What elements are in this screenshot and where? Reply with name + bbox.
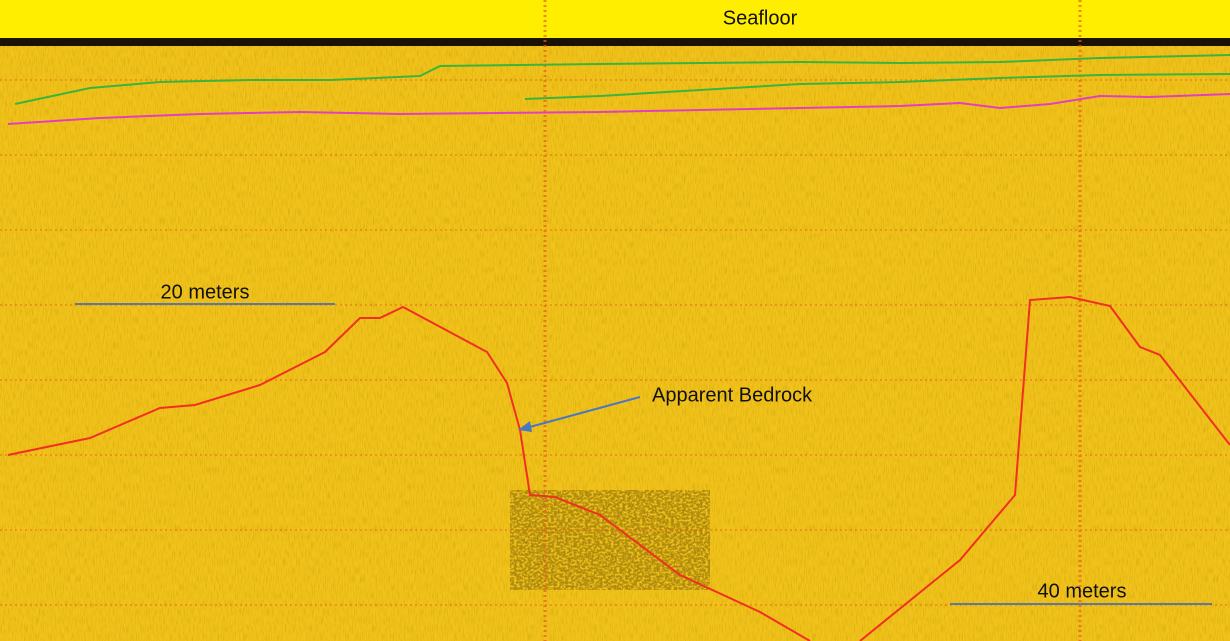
page: Seafloor 20 meters Apparent Bedrock 40 m… bbox=[0, 0, 1230, 641]
top-strip bbox=[0, 0, 1230, 38]
top-label: Seafloor bbox=[723, 7, 798, 29]
profile-image: Seafloor 20 meters Apparent Bedrock 40 m… bbox=[0, 0, 1230, 641]
scale-label: 20 meters bbox=[161, 281, 250, 303]
scale-label: 40 meters bbox=[1038, 580, 1127, 602]
annotation: Apparent Bedrock bbox=[652, 384, 813, 406]
sediment-band bbox=[0, 36, 1230, 146]
